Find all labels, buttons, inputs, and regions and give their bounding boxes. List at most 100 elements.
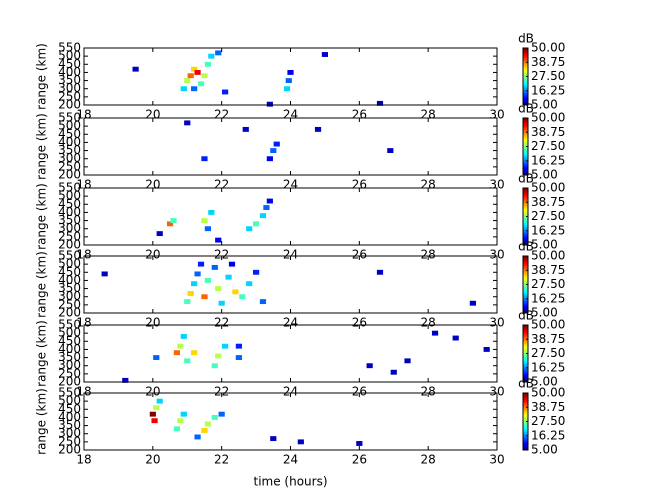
- colorbar-segment: [523, 362, 528, 364]
- colorbar-label: dB: [518, 172, 534, 186]
- colorbar-segment: [523, 99, 528, 102]
- colorbar-segment: [523, 303, 528, 305]
- axes-frame: [83, 255, 498, 314]
- colorbar-segment: [523, 363, 528, 366]
- colorbar-segment: [523, 398, 528, 401]
- colorbar-segment: [523, 62, 528, 65]
- cell: [452, 335, 459, 341]
- colorbar-segment: [523, 189, 528, 192]
- y-tick-label: 350: [58, 350, 81, 364]
- cell: [366, 363, 373, 369]
- colorbar-segment: [523, 157, 528, 160]
- colorbar-segment: [523, 337, 528, 340]
- colorbar-tick-label: 38.75: [531, 263, 565, 277]
- cell: [173, 350, 181, 356]
- x-tick-label: 28: [421, 453, 436, 467]
- colorbar-segment: [523, 150, 528, 153]
- cell: [184, 358, 191, 364]
- colorbar-segment: [523, 343, 528, 346]
- cell: [321, 52, 329, 57]
- y-tick-label: 450: [58, 402, 81, 416]
- colorbar-label: dB: [518, 309, 534, 323]
- cell: [208, 209, 215, 215]
- colorbar-segment: [523, 77, 528, 80]
- colorbar-label: dB: [518, 102, 534, 116]
- colorbar-segment: [523, 72, 528, 75]
- colorbar-segment: [523, 360, 528, 363]
- cell: [201, 428, 208, 433]
- colorbar-segment: [523, 135, 528, 138]
- colorbar-segment: [523, 401, 528, 404]
- colorbar-segment: [523, 139, 528, 142]
- colorbar-segment: [523, 290, 528, 293]
- colorbar-tick-label: 16.25: [531, 291, 565, 305]
- colorbar-tick-label: 27.50: [531, 346, 565, 360]
- colorbar-label: dB: [518, 32, 534, 46]
- colorbar-tick-label: 38.75: [531, 55, 565, 69]
- colorbar-segment: [523, 445, 528, 448]
- axes-frame: [83, 117, 498, 176]
- cell: [270, 148, 277, 154]
- cell: [173, 426, 181, 432]
- x-tick-label: 20: [145, 453, 160, 467]
- x-tick-label: 20: [145, 248, 160, 262]
- y-tick-label: 500: [58, 119, 81, 133]
- cell: [156, 398, 163, 404]
- cell: [228, 261, 236, 267]
- colorbar-label: dB: [518, 377, 534, 391]
- x-tick-label: 24: [283, 316, 298, 330]
- colorbar-segment: [523, 407, 528, 410]
- colorbar-segment: [523, 288, 528, 291]
- colorbar-segment: [523, 304, 528, 307]
- colorbar-segment: [523, 278, 528, 281]
- colorbar-segment: [523, 86, 528, 89]
- colorbar-segment: [523, 125, 528, 128]
- cell: [287, 69, 294, 75]
- cell: [204, 61, 211, 67]
- cell: [149, 411, 156, 417]
- colorbar-segment: [523, 273, 528, 276]
- colorbar-segment: [523, 438, 528, 441]
- colorbar-segment: [523, 377, 528, 380]
- colorbar-segment: [523, 283, 528, 285]
- y-axis-label: range (km): [35, 251, 49, 318]
- cell: [273, 141, 280, 147]
- cell: [297, 439, 304, 445]
- y-axis-label: range (km): [35, 113, 49, 180]
- y-tick-label: 550: [58, 41, 81, 55]
- colorbar-segment: [523, 437, 528, 440]
- colorbar-segment: [523, 196, 528, 199]
- colorbar-tick-label: 16.25: [531, 223, 565, 237]
- colorbar-segment: [523, 146, 528, 149]
- x-tick-label: 20: [145, 316, 160, 330]
- colorbar-segment: [523, 367, 528, 370]
- colorbar-segment: [523, 270, 528, 273]
- cell: [376, 100, 384, 106]
- colorbar-tick-label: 16.25: [531, 83, 565, 97]
- colorbar-segment: [523, 93, 528, 96]
- colorbar-tick-label: 16.25: [531, 360, 565, 374]
- colorbar-segment: [523, 261, 528, 264]
- cell: [235, 355, 242, 361]
- colorbar-tick-label: 50.00: [531, 318, 565, 332]
- y-tick-label: 300: [58, 81, 81, 95]
- cell: [215, 286, 222, 292]
- y-tick-label: 300: [58, 358, 81, 372]
- x-tick-label: 24: [283, 248, 298, 262]
- colorbar-segment: [523, 440, 528, 442]
- colorbar-segment: [523, 267, 528, 270]
- x-tick-label: 20: [145, 385, 160, 399]
- colorbar-segment: [523, 425, 528, 428]
- colorbar-segment: [523, 143, 528, 146]
- colorbar-segment: [523, 213, 528, 216]
- colorbar-segment: [523, 233, 528, 236]
- cell: [283, 86, 291, 92]
- y-axis-label: range (km): [35, 43, 49, 110]
- cell: [356, 441, 363, 446]
- colorbar-segment: [523, 169, 528, 172]
- cell: [194, 434, 201, 440]
- cell: [184, 78, 191, 84]
- cell: [270, 436, 277, 442]
- colorbar-segment: [523, 85, 528, 87]
- colorbar-segment: [523, 298, 528, 301]
